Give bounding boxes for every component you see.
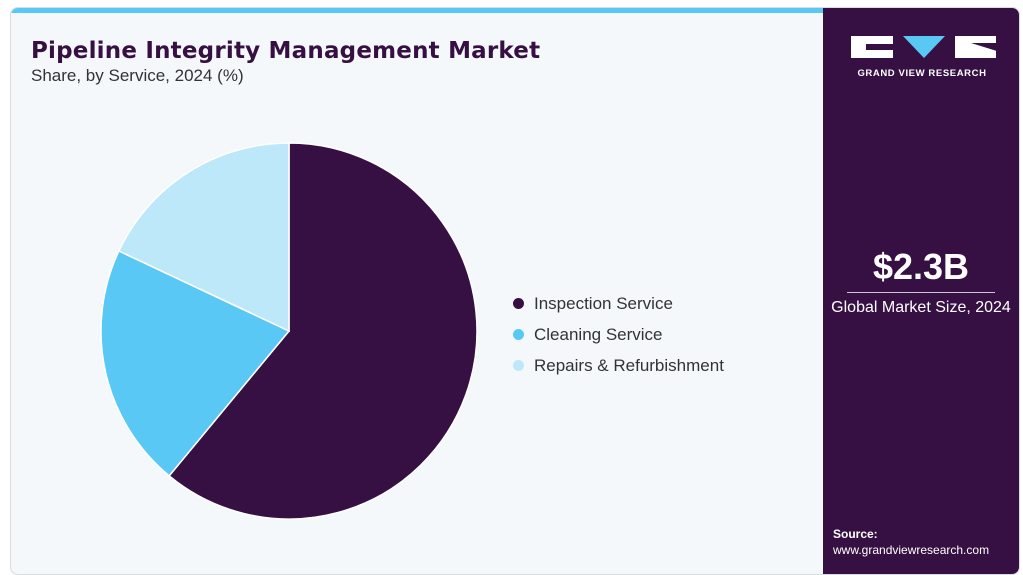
sidebar-panel: GRAND VIEW RESEARCH $2.3B Global Market … bbox=[823, 8, 1019, 574]
legend-swatch-icon bbox=[513, 298, 524, 309]
legend-item: Repairs & Refurbishment bbox=[513, 350, 724, 381]
pie-slice-repairs-refurbishment[interactable] bbox=[117, 142, 290, 333]
stat-divider bbox=[847, 292, 995, 293]
chart-title: Pipeline Integrity Management Market bbox=[31, 38, 541, 64]
pie-slices bbox=[100, 142, 478, 520]
brand-logo: GRAND VIEW RESEARCH bbox=[851, 34, 997, 79]
market-size-value: $2.3B bbox=[872, 246, 970, 287]
source-note: Source: www.grandviewresearch.com bbox=[833, 526, 989, 558]
source-url[interactable]: www.grandviewresearch.com bbox=[833, 543, 990, 557]
source-title: Source: bbox=[833, 527, 878, 541]
legend-item: Inspection Service bbox=[513, 288, 724, 319]
legend-label: Inspection Service bbox=[534, 293, 673, 313]
legend-swatch-icon bbox=[513, 360, 524, 371]
brand-name: GRAND VIEW RESEARCH bbox=[857, 68, 987, 79]
pie-slice-inspection-service[interactable] bbox=[168, 142, 478, 520]
legend-label: Repairs & Refurbishment bbox=[534, 355, 724, 375]
legend-swatch-icon bbox=[513, 329, 524, 340]
market-size-label: Global Market Size, 2024 bbox=[831, 299, 1011, 316]
chart-legend: Inspection Service Cleaning Service Repair… bbox=[513, 288, 724, 381]
chart-subtitle: Share, by Service, 2024 (%) bbox=[31, 66, 244, 85]
pie-chart bbox=[100, 142, 478, 520]
legend-label: Cleaning Service bbox=[534, 324, 663, 344]
pie-slice-cleaning-service[interactable] bbox=[100, 249, 291, 477]
report-card: Pipeline Integrity Management Market Sha… bbox=[10, 7, 1020, 575]
logo-mark-icon bbox=[851, 34, 997, 60]
legend-item: Cleaning Service bbox=[513, 319, 724, 350]
accent-bar bbox=[11, 8, 823, 13]
